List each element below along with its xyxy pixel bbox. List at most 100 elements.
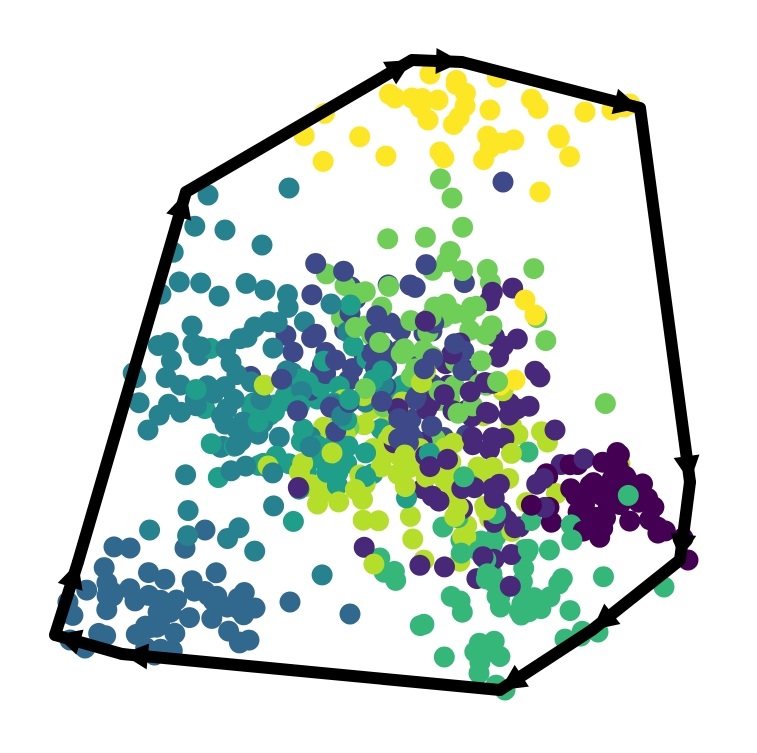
scatter-point (342, 335, 364, 357)
scatter-point (369, 331, 391, 353)
scatter-point (487, 371, 509, 392)
scatter-point (292, 452, 314, 474)
scatter-point (529, 366, 551, 388)
scatter-point (404, 276, 426, 298)
scatter-point (517, 441, 539, 463)
scatter-point (472, 546, 494, 568)
scatter-point (390, 343, 412, 365)
scatter-point (547, 124, 569, 146)
scatter-point (262, 462, 284, 484)
scatter-point (454, 82, 476, 104)
scatter-point (247, 411, 269, 433)
scatter-point (470, 350, 492, 372)
scatter-point (395, 456, 417, 478)
scatter-point (201, 607, 223, 629)
scatter-point (157, 332, 179, 354)
scatter-point (229, 328, 251, 350)
scatter-point (203, 589, 225, 611)
hull-arrowhead (670, 532, 697, 560)
scatter-point (190, 336, 212, 358)
scatter-point (433, 646, 455, 668)
hull-edge (72, 190, 192, 564)
scatter-point (333, 260, 355, 282)
scatter-point (538, 539, 560, 561)
scatter-point (179, 607, 200, 629)
scatter-point (363, 553, 385, 575)
scatter-point (429, 141, 451, 163)
scatter-point (233, 604, 255, 626)
scatter-point (197, 184, 219, 206)
scatter-point (415, 254, 437, 276)
scatter-point (119, 537, 141, 559)
scatter-point (592, 451, 614, 473)
scatter-point (413, 613, 435, 635)
scatter-point (504, 517, 526, 539)
hull-arrowhead (122, 643, 150, 670)
scatter-point (504, 369, 526, 391)
scatter-point (481, 315, 503, 337)
scatter-point (214, 219, 236, 241)
scatter-point (444, 506, 466, 528)
scatter-point (200, 433, 222, 455)
hull-arrowhead (611, 88, 640, 115)
scatter-point (175, 464, 197, 486)
scatter-point (217, 528, 238, 549)
scatter-point (421, 485, 443, 507)
scatter-points (57, 63, 699, 701)
scatter-point (399, 505, 421, 527)
scatter-point (399, 422, 421, 444)
scatter-point (444, 302, 466, 324)
scatter-point (434, 556, 455, 578)
scatter-point (266, 312, 288, 333)
scatter-point (312, 150, 334, 172)
scatter-point (409, 554, 431, 576)
scatter-point (455, 526, 477, 548)
scatter-point (379, 83, 400, 105)
scatter-point (146, 616, 168, 638)
scatter-point (521, 88, 542, 110)
scatter-point (419, 63, 441, 85)
hull-arrowhead (55, 629, 84, 655)
scatter-point (617, 484, 639, 506)
scatter-point (573, 448, 595, 470)
scatter-point (619, 510, 641, 532)
scatter-point (185, 379, 207, 400)
scatter-point (439, 241, 461, 263)
scatter-point (154, 568, 176, 590)
scatter-point (301, 284, 323, 306)
scatter-point (164, 622, 186, 644)
scatter-point (427, 89, 449, 111)
scatter-point (468, 662, 490, 684)
scatter-point (339, 389, 360, 410)
scatter-point (311, 564, 333, 586)
scatter-point (478, 402, 500, 424)
scatter-point (181, 570, 203, 592)
scatter-point (349, 126, 371, 148)
scatter-point (159, 601, 181, 623)
scatter-point (514, 289, 536, 311)
scatter-point (223, 388, 245, 410)
scatter-point (594, 393, 616, 414)
scatter-point (337, 435, 359, 457)
scatter-point (282, 510, 304, 532)
hull-arrowhead (57, 562, 83, 591)
scatter-point (461, 296, 483, 318)
scatter-point (177, 500, 199, 521)
scatter-point (524, 304, 546, 326)
scatter-point (301, 327, 323, 349)
scatter-point (453, 466, 475, 488)
scatter-point (433, 384, 455, 406)
scatter-point (235, 455, 257, 477)
scatter-point (205, 562, 227, 584)
scatter-point (177, 525, 199, 547)
scatter-point (559, 600, 581, 622)
scatter-point (441, 187, 463, 209)
scatter-point (500, 544, 522, 565)
scatter-point (421, 415, 443, 437)
scatter-point (419, 456, 441, 478)
scatter-point (461, 426, 483, 448)
scatter-point (366, 305, 388, 327)
scatter-point (452, 260, 473, 281)
scatter-point (278, 177, 300, 199)
scatter-point (321, 442, 343, 464)
